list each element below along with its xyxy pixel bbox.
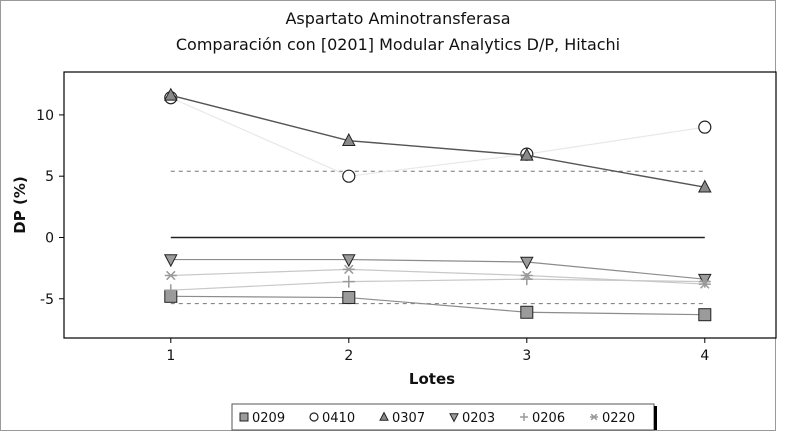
series-line	[170, 268, 705, 285]
x-axis: 1 2 3 4	[166, 338, 709, 364]
series-layer	[163, 87, 712, 322]
legend-symbol	[309, 412, 319, 422]
reference-lines	[170, 170, 705, 305]
legend-symbol	[379, 411, 389, 421]
data-point	[697, 179, 712, 193]
series-line	[170, 278, 705, 291]
x-tick-label: 3	[522, 348, 531, 364]
data-point	[163, 87, 178, 101]
legend-symbol	[590, 413, 598, 421]
series-line	[170, 94, 705, 188]
y-tick-label: 10	[36, 108, 54, 124]
legend-symbol	[520, 413, 528, 421]
series-line	[170, 97, 705, 177]
y-axis-label: DP (%)	[11, 176, 29, 233]
data-point	[164, 270, 177, 281]
legend-label: 0220	[602, 411, 635, 426]
legend: 0209 0410 0307 0203 0206 0220	[231, 403, 657, 431]
chart-title: Aspartato Aminotransferasa	[285, 9, 510, 28]
legend-item-0410: 0410	[309, 411, 355, 426]
legend-shadow	[654, 406, 657, 430]
legend-item-0203: 0203	[449, 411, 495, 426]
data-point	[342, 169, 356, 183]
data-point	[698, 120, 712, 134]
y-tick-label: -5	[40, 292, 54, 308]
legend-label: 0203	[462, 411, 495, 426]
data-point	[698, 279, 711, 289]
data-point	[341, 254, 356, 268]
y-tick-label: 5	[45, 169, 54, 185]
x-tick-label: 4	[700, 348, 709, 364]
data-point	[520, 305, 534, 319]
data-point	[342, 291, 356, 305]
data-point	[519, 147, 534, 161]
series-0220	[164, 264, 711, 289]
series-0209	[164, 289, 712, 322]
x-tick-label: 1	[166, 348, 175, 364]
plot-area	[63, 71, 777, 339]
data-point	[163, 254, 178, 268]
series-0203	[163, 254, 712, 287]
chart-subtitle: Comparación con [0201] Modular Analytics…	[176, 35, 620, 54]
legend-label: 0206	[532, 411, 565, 426]
data-point	[342, 275, 355, 288]
legend-item-0220: 0220	[590, 411, 635, 426]
legend-item-0206: 0206	[520, 411, 565, 426]
legend-box	[231, 403, 655, 431]
data-point	[342, 264, 355, 275]
x-tick-label: 2	[344, 348, 353, 364]
data-point	[698, 308, 712, 322]
y-tick-label: 0	[45, 230, 54, 246]
data-point	[341, 132, 356, 146]
legend-symbol	[449, 413, 459, 423]
legend-symbol	[239, 412, 249, 422]
x-axis-label: Lotes	[409, 370, 455, 388]
legend-label: 0410	[322, 411, 355, 426]
data-point	[698, 275, 711, 288]
data-point	[164, 284, 177, 297]
legend-label: 0209	[252, 411, 285, 426]
legend-label: 0307	[392, 411, 425, 426]
legend-item-0307: 0307	[379, 411, 425, 426]
series-line	[170, 258, 705, 280]
legend-item-0209: 0209	[239, 411, 285, 426]
data-point	[520, 270, 533, 281]
series-line	[170, 295, 705, 316]
data-point	[519, 256, 534, 270]
series-0307	[163, 87, 712, 193]
y-axis: 10 5 0 -5	[36, 108, 64, 308]
